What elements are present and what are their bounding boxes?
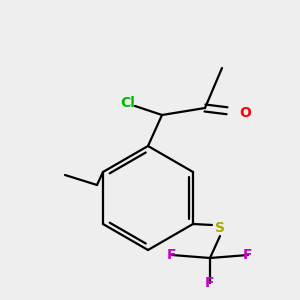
Text: Cl: Cl: [121, 96, 135, 110]
Text: F: F: [205, 276, 215, 290]
Text: S: S: [215, 221, 225, 235]
Text: O: O: [239, 106, 251, 120]
Text: F: F: [243, 248, 253, 262]
Text: F: F: [167, 248, 177, 262]
